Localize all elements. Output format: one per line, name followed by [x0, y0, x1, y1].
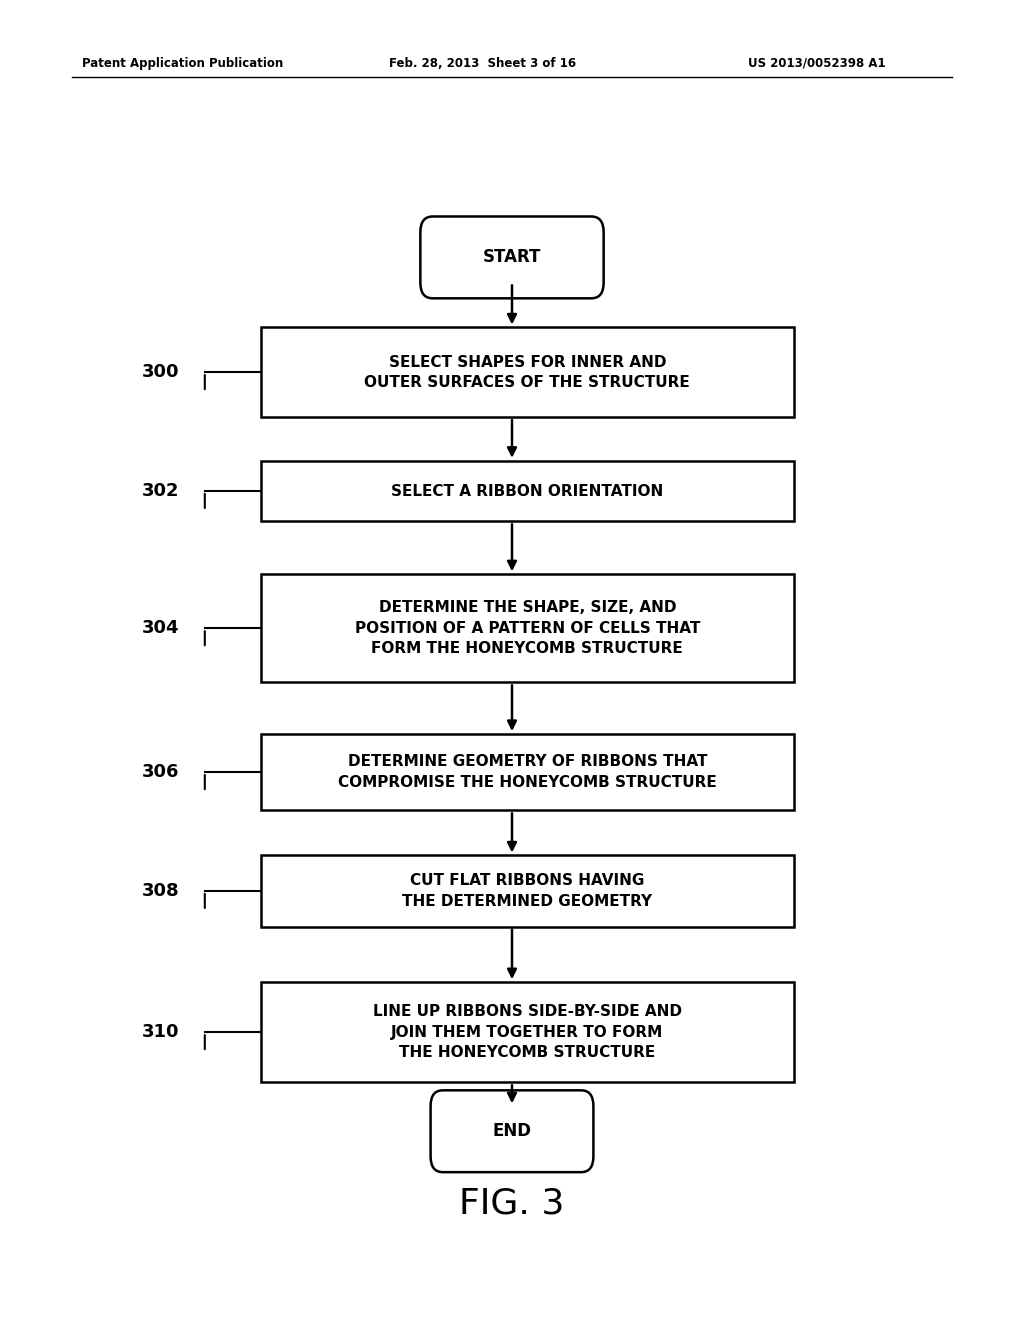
Bar [261, 574, 794, 682]
Text: 308: 308 [141, 882, 179, 900]
Bar [261, 982, 794, 1082]
Text: US 2013/0052398 A1: US 2013/0052398 A1 [748, 57, 885, 70]
Text: SELECT SHAPES FOR INNER AND
OUTER SURFACES OF THE STRUCTURE: SELECT SHAPES FOR INNER AND OUTER SURFAC… [365, 355, 690, 389]
Bar [261, 855, 794, 927]
Bar [261, 327, 794, 417]
Text: DETERMINE GEOMETRY OF RIBBONS THAT
COMPROMISE THE HONEYCOMB STRUCTURE: DETERMINE GEOMETRY OF RIBBONS THAT COMPR… [338, 755, 717, 789]
Bar [261, 461, 794, 521]
Text: CUT FLAT RIBBONS HAVING
THE DETERMINED GEOMETRY: CUT FLAT RIBBONS HAVING THE DETERMINED G… [402, 874, 652, 908]
Text: END: END [493, 1122, 531, 1140]
Text: Patent Application Publication: Patent Application Publication [82, 57, 284, 70]
FancyBboxPatch shape [430, 1090, 594, 1172]
Text: FIG. 3: FIG. 3 [460, 1187, 564, 1221]
Bar [261, 734, 794, 810]
Text: 300: 300 [141, 363, 179, 381]
Text: 310: 310 [141, 1023, 179, 1041]
Text: START: START [482, 248, 542, 267]
Text: LINE UP RIBBONS SIDE-BY-SIDE AND
JOIN THEM TOGETHER TO FORM
THE HONEYCOMB STRUCT: LINE UP RIBBONS SIDE-BY-SIDE AND JOIN TH… [373, 1005, 682, 1060]
Text: DETERMINE THE SHAPE, SIZE, AND
POSITION OF A PATTERN OF CELLS THAT
FORM THE HONE: DETERMINE THE SHAPE, SIZE, AND POSITION … [354, 601, 700, 656]
Text: 306: 306 [141, 763, 179, 781]
Text: Feb. 28, 2013  Sheet 3 of 16: Feb. 28, 2013 Sheet 3 of 16 [389, 57, 577, 70]
Text: SELECT A RIBBON ORIENTATION: SELECT A RIBBON ORIENTATION [391, 483, 664, 499]
Text: 302: 302 [141, 482, 179, 500]
Text: 304: 304 [141, 619, 179, 638]
FancyBboxPatch shape [420, 216, 603, 298]
